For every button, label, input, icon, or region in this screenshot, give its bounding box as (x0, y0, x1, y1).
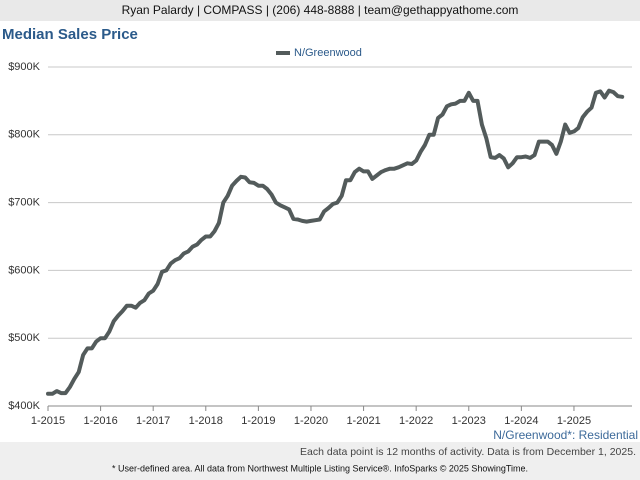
x-tick-label: 1-2025 (557, 415, 591, 427)
x-tick-label: 1-2022 (399, 415, 433, 427)
y-tick-label: $400K (8, 400, 40, 412)
chart-title: Median Sales Price (2, 26, 138, 43)
y-tick-label: $600K (8, 264, 40, 276)
x-tick-label: 1-2023 (452, 415, 486, 427)
footer: * User-defined area. All data from North… (112, 463, 528, 473)
note: Each data point is 12 months of activity… (300, 446, 636, 458)
footer-bar (0, 442, 640, 480)
y-tick-label: $500K (8, 332, 40, 344)
x-tick-label: 1-2024 (504, 415, 538, 427)
header: Ryan Palardy | COMPASS | (206) 448-8888 … (122, 3, 519, 17)
x-tick-label: 1-2015 (31, 415, 65, 427)
y-tick-label: $700K (8, 197, 40, 209)
area-label: N/Greenwood*: Residential (493, 428, 638, 442)
x-tick-label: 1-2016 (83, 415, 117, 427)
line (46, 88, 625, 396)
y-tick-label: $800K (8, 129, 40, 141)
x-tick-label: 1-2021 (346, 415, 380, 427)
header-bar (0, 0, 640, 21)
x-tick-label: 1-2019 (241, 415, 275, 427)
x-tick-label: 1-2018 (189, 415, 223, 427)
legend-label: N/Greenwood (294, 47, 362, 59)
x-tick-label: 1-2020 (294, 415, 328, 427)
y-tick-label: $900K (8, 61, 40, 73)
x-tick-label: 1-2017 (136, 415, 170, 427)
